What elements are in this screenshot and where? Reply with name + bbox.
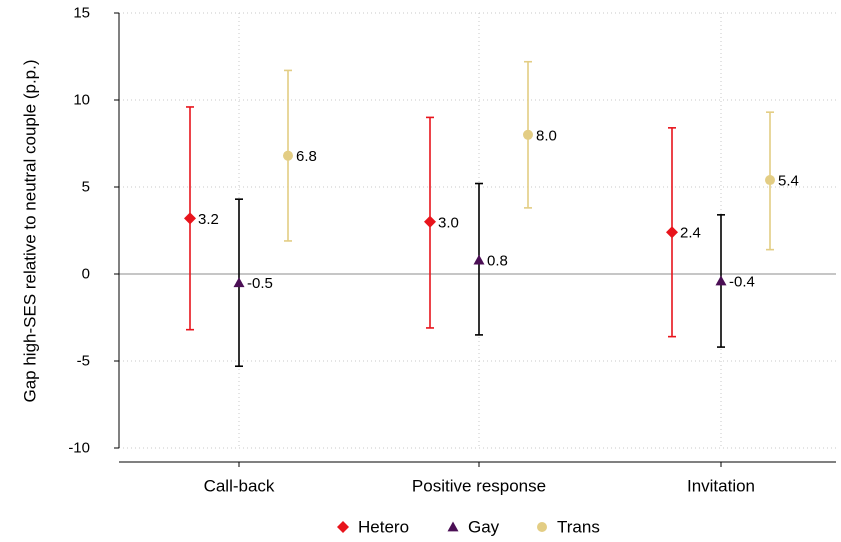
legend-label-hetero: Hetero — [358, 518, 409, 537]
y-tick-label: 5 — [82, 179, 90, 196]
data-label-trans: 5.4 — [778, 173, 799, 190]
data-labels: 3.2 3.0 2.4 -0.5 0.8 -0.4 6.8 8.0 5.4 — [198, 127, 799, 292]
data-label-hetero: 3.0 — [438, 214, 459, 231]
y-tick-label: 15 — [73, 5, 90, 22]
marker-trans — [523, 129, 533, 140]
y-axis-label: Gap high-SES relative to neutral couple … — [21, 59, 40, 402]
marker-hetero — [424, 215, 436, 228]
marker-hetero — [184, 212, 196, 225]
y-tick-label: 0 — [82, 266, 90, 283]
x-tick-label: Invitation — [687, 477, 755, 496]
gridlines — [119, 12, 836, 449]
data-label-trans: 8.0 — [536, 127, 557, 144]
data-label-hetero: 3.2 — [198, 211, 219, 228]
legend-marker-hetero — [337, 521, 349, 533]
y-tick-label: -10 — [68, 440, 90, 457]
data-label-gay: 0.8 — [487, 253, 508, 270]
y-tick-label: -5 — [77, 353, 90, 370]
legend: Hetero Gay Trans — [337, 518, 600, 537]
marker-gay — [233, 277, 245, 288]
data-label-gay: -0.5 — [247, 275, 273, 292]
point-markers — [184, 129, 775, 288]
error-bars — [186, 60, 774, 368]
data-label-hetero: 2.4 — [680, 225, 701, 242]
y-tick-label: 10 — [73, 92, 90, 109]
axes: -10 -5 0 5 10 15 Call-back Positive response Inv… — [68, 5, 836, 496]
legend-label-trans: Trans — [557, 518, 600, 537]
x-tick-label: Call-back — [204, 477, 275, 496]
marker-gay — [715, 275, 727, 286]
legend-marker-trans — [537, 522, 547, 532]
marker-trans — [283, 150, 293, 161]
data-label-gay: -0.4 — [729, 273, 755, 290]
legend-label-gay: Gay — [468, 518, 500, 537]
legend-marker-gay — [447, 521, 459, 532]
marker-gay — [473, 254, 485, 265]
marker-hetero — [666, 226, 678, 239]
marker-trans — [765, 175, 775, 186]
data-label-trans: 6.8 — [296, 148, 317, 165]
x-tick-label: Positive response — [412, 477, 546, 496]
